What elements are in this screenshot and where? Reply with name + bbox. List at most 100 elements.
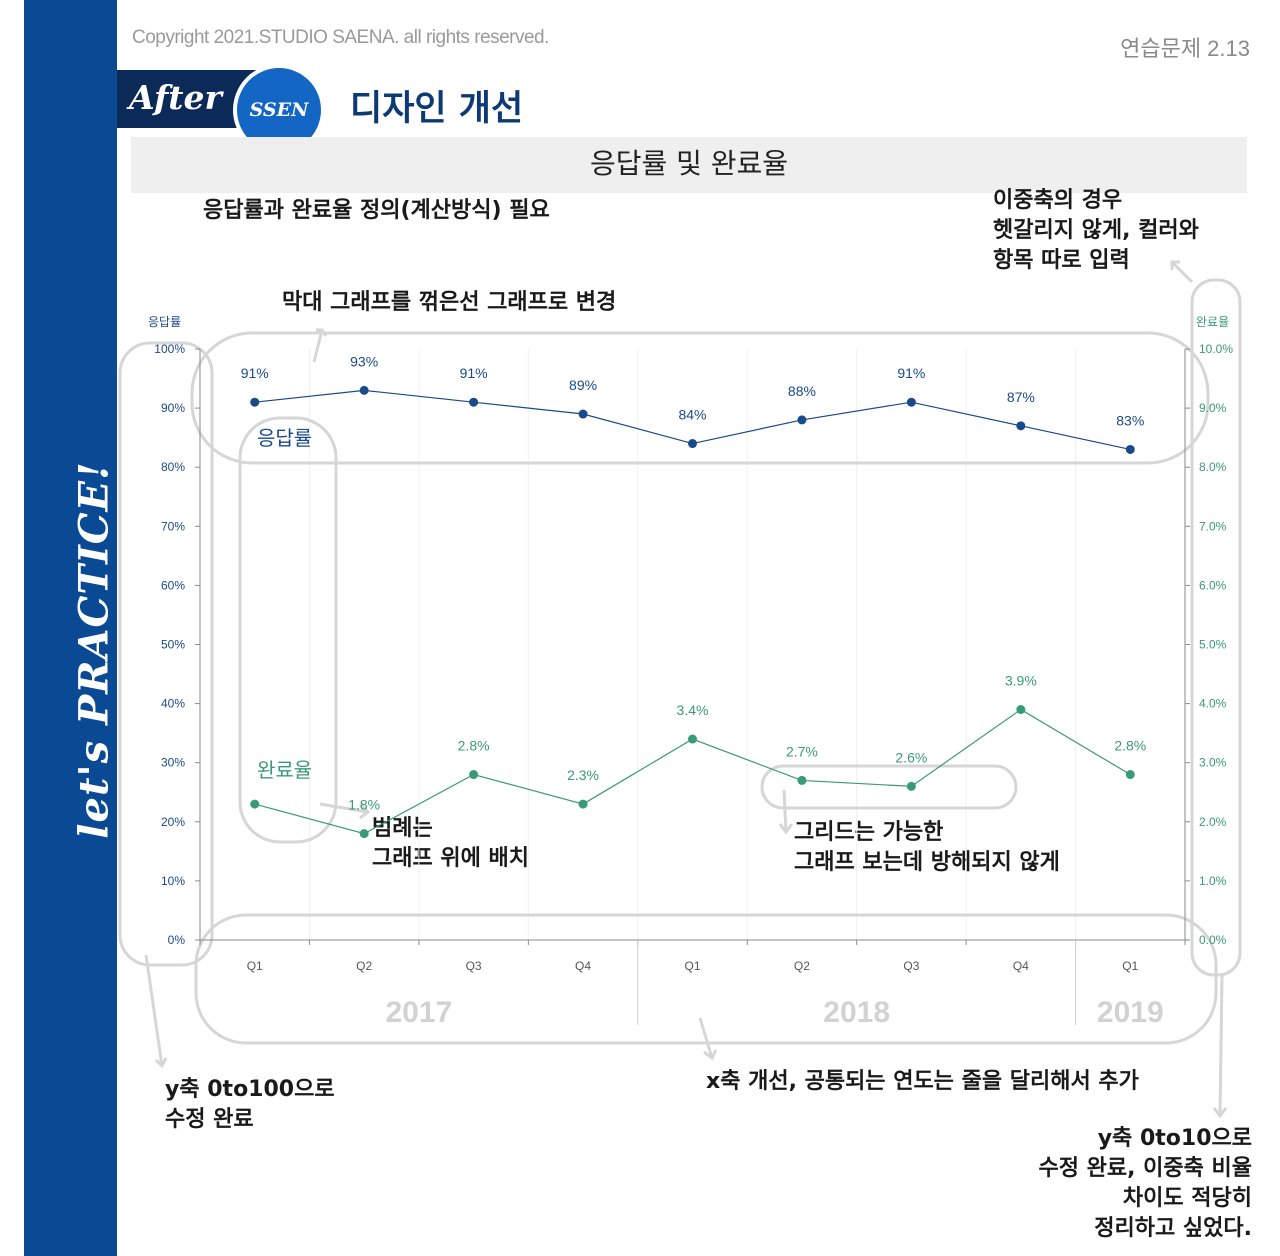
- arrow-x-axis: [698, 1017, 718, 1061]
- data-point: [797, 775, 807, 785]
- axes: 0% 10% 20% 30% 40% 50% 60% 70% 80% 90% 100% 0.0% 1.0…: [154, 342, 1233, 1029]
- arrow-y-left: [144, 954, 168, 1069]
- right-tick-label: 4.0%: [1199, 697, 1227, 711]
- series: 91% 93% 91% 89% 84% 88% 91% 87% 83% 1.8% 2.8% 2.3% 3…: [241, 353, 1146, 839]
- data-label: 91%: [241, 365, 269, 381]
- legend-label-completion: 완료율: [257, 758, 312, 782]
- data-label: 2.3%: [567, 767, 599, 783]
- data-point: [250, 397, 260, 407]
- note-y-right-line: 정리하고 싶었다.: [1094, 1216, 1252, 1241]
- note-y-axis-left: y축 0to100으로 수정 완료: [165, 1075, 335, 1135]
- right-tick-label: 9.0%: [1199, 401, 1227, 415]
- note-dual-axis: 이중축의 경우 헷갈리지 않게, 컬러와 항목 따로 입력: [993, 186, 1199, 276]
- chart-title-bar: [131, 137, 1247, 193]
- left-tick-label: 30%: [161, 756, 185, 770]
- note-legend: 범례는 그래프 위에 배치: [372, 814, 529, 874]
- x-tick-label: Q1: [247, 959, 263, 973]
- left-tick-label: 20%: [161, 815, 185, 829]
- annotation-oval-grid: [760, 764, 1018, 810]
- year-label: 2018: [823, 996, 890, 1029]
- data-point: [797, 415, 807, 425]
- x-tick-label: Q3: [466, 959, 482, 973]
- x-tick-label: Q2: [794, 959, 810, 973]
- data-label: 88%: [788, 383, 816, 399]
- note-dual-axis-line: 이중축의 경우: [993, 188, 1123, 213]
- left-tick-label: 60%: [161, 578, 185, 592]
- left-tick-label: 40%: [161, 697, 185, 711]
- left-tick-label: 50%: [161, 638, 185, 652]
- arrow-y-right: [1212, 974, 1228, 1119]
- x-tick-label: Q4: [1013, 959, 1029, 973]
- note-y-right-line: 차이도 적당히: [1122, 1186, 1252, 1211]
- data-label: 93%: [350, 353, 378, 369]
- data-point: [688, 439, 697, 449]
- data-label: 91%: [897, 365, 925, 381]
- data-label: 2.7%: [786, 743, 818, 759]
- left-tick-label: 10%: [161, 874, 185, 888]
- sidebar: let's PRACTICE!: [24, 0, 118, 1256]
- left-tick-label: 80%: [161, 460, 185, 474]
- data-point: [906, 781, 916, 791]
- data-point: [1125, 770, 1135, 780]
- left-tick-label: 100%: [154, 342, 185, 356]
- note-grid-line: 그래프 보는데 방해되지 않게: [794, 850, 1060, 875]
- series-line: [254, 708, 1131, 835]
- data-label: 3.4%: [677, 702, 709, 718]
- arrow-legend: [319, 802, 371, 820]
- arrow-grid: [778, 789, 794, 835]
- note-y-axis-right: y축 0to10으로 수정 완료, 이중축 비율 차이도 적당히 정리하고 싶었…: [1039, 1124, 1253, 1244]
- note-legend-line: 범례는: [372, 816, 433, 841]
- data-label: 2.8%: [1114, 738, 1146, 754]
- right-tick-label: 0.0%: [1199, 933, 1227, 947]
- left-tick-label: 0%: [168, 933, 186, 947]
- arrow-dual-axis: [1170, 260, 1194, 284]
- x-tick-label: Q4: [575, 959, 591, 973]
- data-point: [688, 734, 697, 744]
- data-point: [359, 829, 369, 839]
- data-label: 3.9%: [1005, 673, 1037, 689]
- note-dual-axis-line: 헷갈리지 않게, 컬러와: [993, 218, 1199, 243]
- note-dual-axis-line: 항목 따로 입력: [993, 248, 1130, 273]
- data-point: [578, 409, 588, 419]
- annotation-marks: [118, 260, 1242, 1119]
- data-point: [250, 799, 260, 809]
- note-y-left-line: 수정 완료: [165, 1107, 254, 1132]
- right-tick-label: 10.0%: [1199, 342, 1233, 356]
- right-tick-label: 8.0%: [1199, 460, 1227, 474]
- note-definition: 응답률과 완료율 정의(계산방식) 필요: [203, 198, 550, 223]
- x-tick-label: Q1: [1122, 959, 1138, 973]
- year-label: 2017: [386, 996, 453, 1029]
- data-point: [469, 770, 479, 780]
- data-point: [359, 385, 369, 395]
- data-label: 1.8%: [348, 797, 380, 813]
- left-tick-label: 90%: [161, 401, 185, 415]
- right-tick-label: 6.0%: [1199, 578, 1227, 592]
- arrow-chart-change: [312, 328, 328, 363]
- x-tick-label: Q3: [903, 959, 919, 973]
- data-label: 83%: [1116, 412, 1144, 428]
- right-tick-label: 2.0%: [1199, 815, 1227, 829]
- data-label: 91%: [460, 365, 488, 381]
- data-label: 2.6%: [895, 749, 927, 765]
- note-chart-change: 막대 그래프를 꺾은선 그래프로 변경: [282, 290, 617, 315]
- exercise-number: 연습문제 2.13: [1120, 36, 1250, 61]
- right-axis-title: 완료율: [1196, 315, 1230, 329]
- data-label: 87%: [1007, 389, 1035, 405]
- after-label: After: [129, 78, 222, 117]
- data-label: 84%: [678, 407, 706, 423]
- copyright-text: Copyright 2021.STUDIO SAENA. all rights …: [132, 27, 549, 48]
- left-axis-title: 응답률: [148, 315, 182, 329]
- data-point: [469, 397, 479, 407]
- x-tick-label: Q2: [356, 959, 372, 973]
- right-tick-label: 5.0%: [1199, 638, 1227, 652]
- left-tick-label: 70%: [161, 519, 185, 533]
- right-tick-label: 3.0%: [1199, 756, 1227, 770]
- data-point: [1016, 705, 1026, 715]
- data-point: [578, 799, 588, 809]
- annotation-oval-top: [190, 331, 1210, 465]
- annotation-oval-x-axis: [194, 913, 1218, 1045]
- note-y-right-line: 수정 완료, 이중축 비율: [1038, 1156, 1253, 1181]
- legend-label-response: 응답률: [257, 426, 312, 450]
- data-point: [1125, 444, 1135, 454]
